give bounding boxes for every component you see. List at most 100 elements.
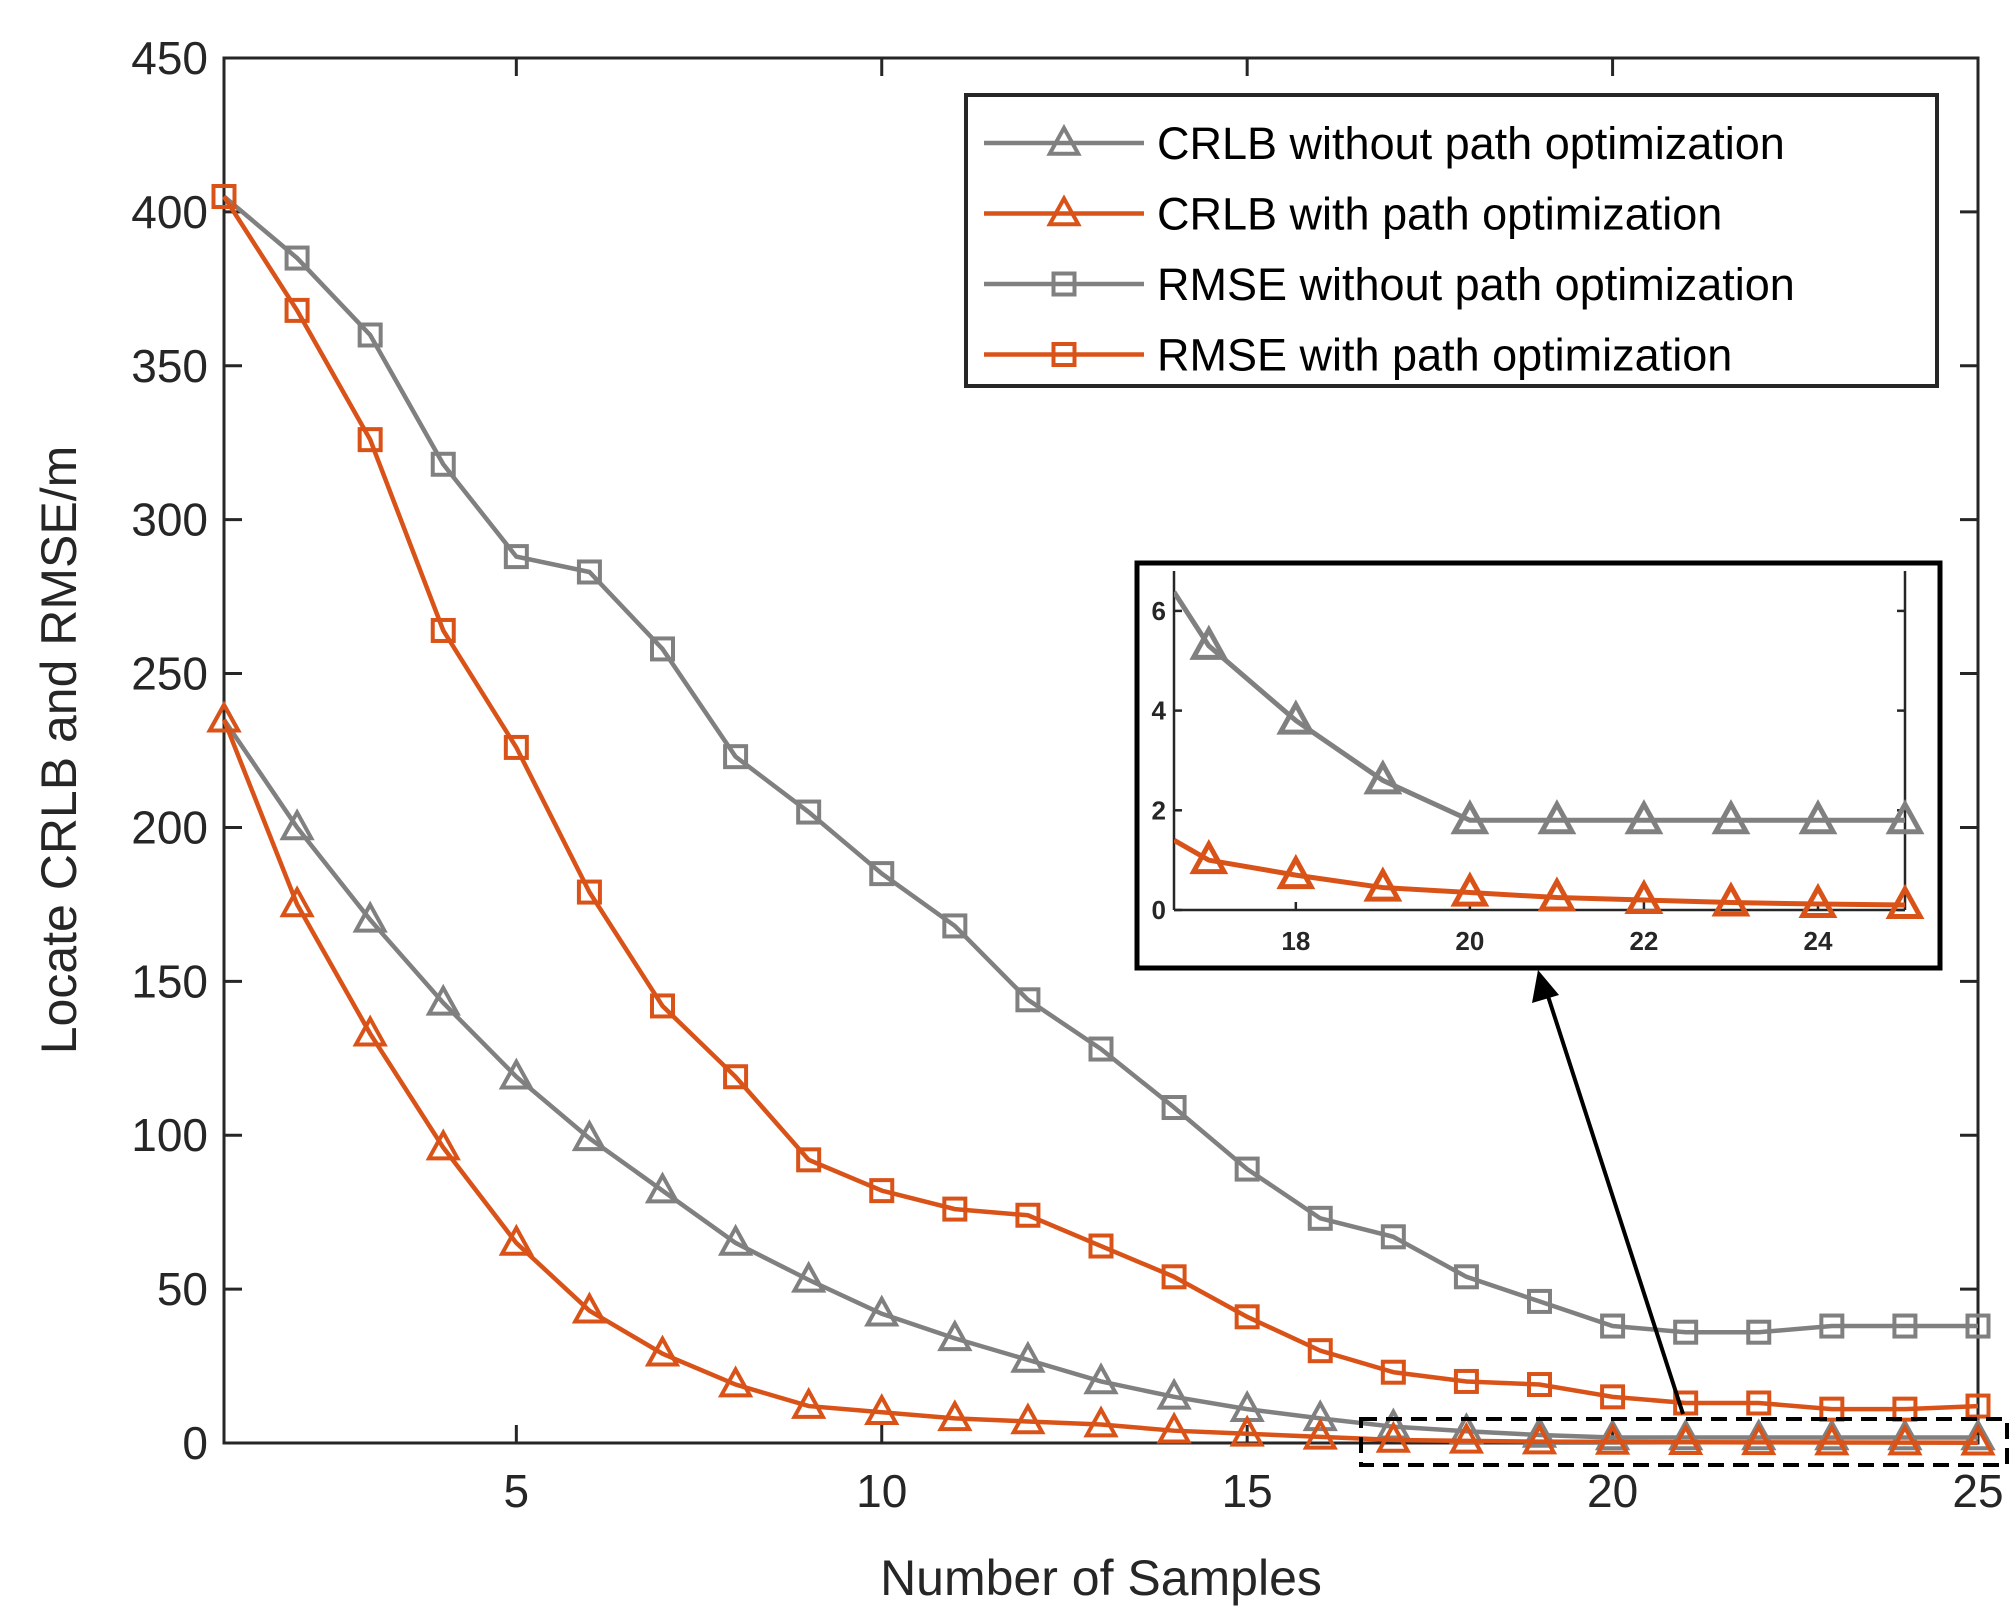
data-point — [1887, 1418, 1923, 1451]
data-point — [1960, 1418, 1996, 1451]
inset-x-tick-label: 18 — [1281, 926, 1310, 956]
y-axis-label: Locate CRLB and RMSE/m — [31, 446, 87, 1055]
data-point — [1521, 1415, 1558, 1448]
y-tick-label: 450 — [131, 32, 208, 84]
legend-marker — [1051, 342, 1077, 367]
data-point — [1965, 1393, 1991, 1419]
data-point — [1814, 1418, 1850, 1451]
data-point — [279, 808, 315, 841]
data-point — [937, 1319, 973, 1352]
data-point — [1015, 1202, 1041, 1228]
data-point — [284, 297, 310, 323]
data-point — [1668, 1418, 1704, 1451]
zoom-arrow-line — [1544, 989, 1685, 1415]
data-point — [1746, 1319, 1772, 1345]
inset-data-point — [1537, 876, 1577, 912]
data-point — [571, 1291, 608, 1324]
data-point — [1083, 1405, 1119, 1438]
y-tick-label: 150 — [131, 955, 208, 1007]
data-point — [352, 1014, 388, 1047]
data-point — [791, 1386, 827, 1419]
inset-x-tick-label: 22 — [1629, 926, 1658, 956]
data-point — [284, 245, 310, 271]
legend: CRLB without path optimization CRLB with … — [964, 93, 1939, 388]
y-tick-label: 50 — [157, 1263, 208, 1315]
data-point — [1156, 1377, 1192, 1410]
series-1 — [206, 700, 1996, 1456]
data-point — [498, 1223, 534, 1256]
series-line — [222, 195, 1979, 1412]
data-point — [717, 1223, 754, 1256]
series-line — [222, 194, 1978, 1335]
data-point — [723, 744, 749, 770]
data-point — [650, 993, 675, 1019]
data-point — [1673, 1390, 1699, 1416]
data-point — [1302, 1417, 1338, 1450]
data-point — [1741, 1418, 1777, 1451]
series-line — [221, 718, 1979, 1445]
inset-data-point — [1624, 878, 1664, 915]
series-line — [222, 718, 1978, 1440]
data-point — [1819, 1313, 1845, 1339]
data-point — [1375, 1420, 1411, 1453]
data-point — [1234, 1156, 1260, 1182]
data-point — [796, 1147, 822, 1173]
data-point — [1307, 1205, 1333, 1231]
inset-data-point — [1276, 699, 1316, 735]
data-point — [1594, 1422, 1631, 1455]
data-point — [352, 900, 388, 933]
inset-data-point — [1450, 871, 1490, 907]
data-point — [357, 322, 383, 348]
data-point — [1010, 1402, 1046, 1435]
legend-label: RMSE with path optimization — [1157, 330, 1732, 381]
inset-frame — [1134, 560, 1943, 971]
inset-data-point — [1798, 799, 1838, 835]
data-point — [1375, 1407, 1411, 1440]
data-point — [644, 1334, 681, 1367]
data-point — [1594, 1418, 1631, 1451]
data-point — [1088, 1036, 1114, 1062]
inset-y-tick-label: 2 — [1152, 795, 1166, 825]
series-3 — [211, 184, 1991, 1422]
data-point — [1380, 1359, 1406, 1385]
data-point — [498, 1057, 534, 1090]
legend-label: CRLB with path optimization — [1157, 189, 1722, 240]
inset-data-point — [1624, 799, 1664, 835]
inset-data-point — [1798, 882, 1838, 919]
data-point — [357, 427, 383, 453]
data-point — [571, 1119, 608, 1152]
legend-label: CRLB without path optimization — [1157, 118, 1785, 169]
data-point — [1668, 1423, 1704, 1456]
data-point — [717, 1365, 754, 1398]
data-point — [644, 1171, 681, 1204]
zoom-arrow-head-icon — [1532, 970, 1559, 1003]
y-tick-label: 300 — [131, 494, 208, 546]
data-point — [937, 1399, 973, 1432]
x-tick-label: 10 — [856, 1465, 907, 1517]
inset-series-0 — [1174, 590, 1925, 835]
data-point — [1746, 1390, 1772, 1416]
inset-series-line — [1174, 838, 1906, 908]
data-point — [1453, 1368, 1479, 1394]
data-point — [1088, 1233, 1114, 1259]
data-point — [503, 734, 529, 760]
data-point — [425, 983, 461, 1016]
data-point — [1600, 1313, 1626, 1339]
data-point — [796, 799, 822, 825]
data-point — [723, 1064, 749, 1090]
data-point — [1521, 1422, 1558, 1455]
data-point — [430, 617, 456, 643]
data-point — [1819, 1396, 1845, 1422]
data-point — [1965, 1313, 1991, 1339]
data-point — [942, 913, 968, 939]
data-point — [1234, 1304, 1260, 1330]
inset-data-point — [1189, 838, 1229, 875]
data-point — [1741, 1423, 1777, 1456]
data-point — [864, 1294, 900, 1327]
data-point — [576, 559, 602, 585]
legend-marker — [1051, 271, 1077, 297]
inset-data-point — [1537, 799, 1577, 835]
inset-data-point — [1885, 799, 1925, 835]
data-point — [650, 636, 675, 662]
